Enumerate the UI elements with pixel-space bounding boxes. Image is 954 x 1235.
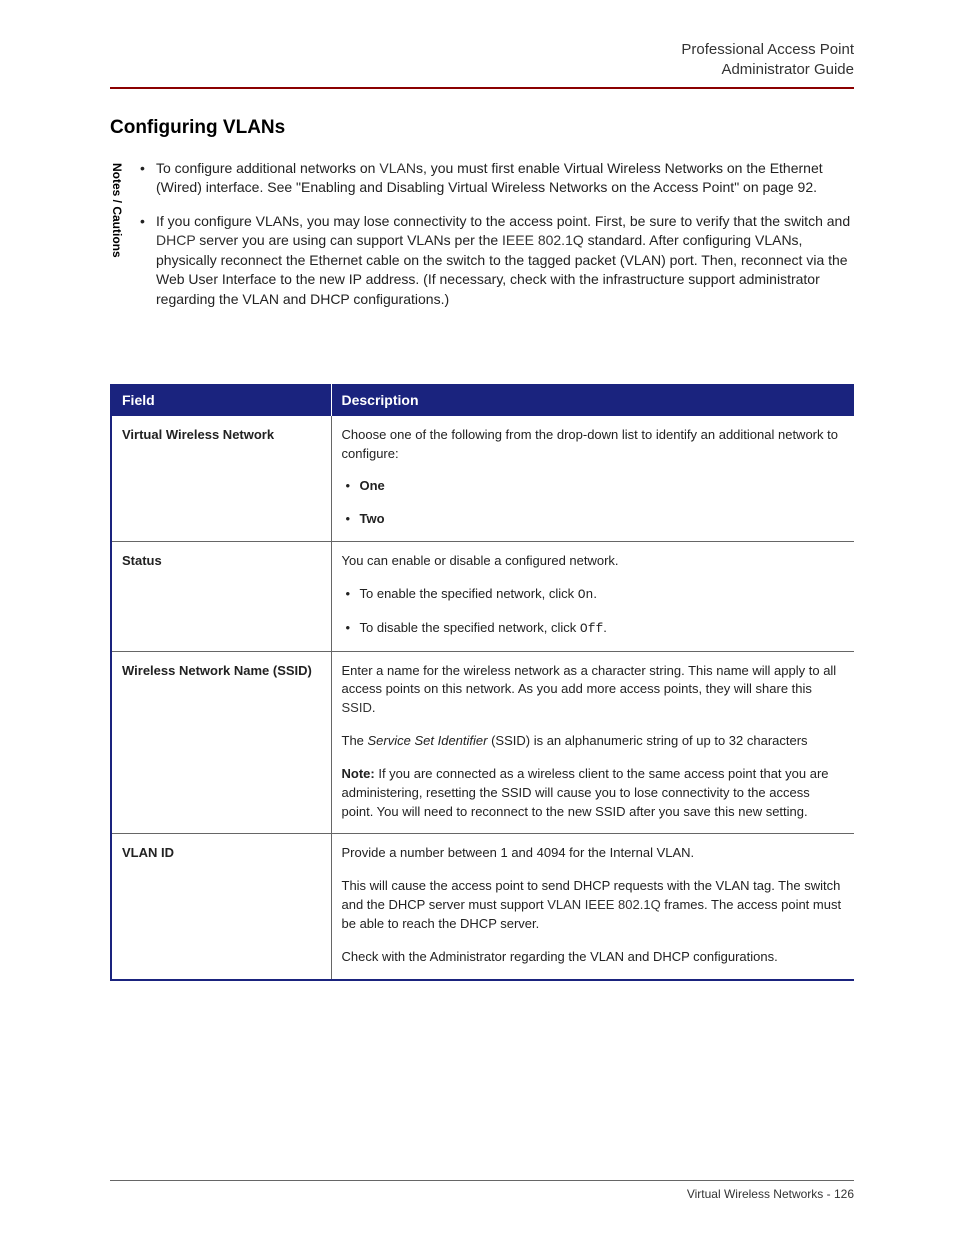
status-disable-post: . <box>603 620 607 635</box>
field-name-vwn: Virtual Wireless Network <box>111 416 331 542</box>
notes-list: To configure additional networks on VLAN… <box>134 159 854 324</box>
table-header-row: Field Description <box>111 384 854 416</box>
note-1-text-pre: To configure additional networks on <box>156 160 379 176</box>
list-item: To enable the specified network, click O… <box>342 585 845 605</box>
page-body: Professional Access Point Administrator … <box>0 0 954 981</box>
col-header-description: Description <box>331 384 854 416</box>
vlan-link-2: VLAN <box>547 897 581 912</box>
vlan-link: VLAN <box>379 160 416 176</box>
footer-text: Virtual Wireless Networks - 126 <box>687 1187 854 1201</box>
vlanid-p2: This will cause the access point to send… <box>342 877 845 934</box>
ssid-p2-pre: The <box>342 733 368 748</box>
ssid-p2: The Service Set Identifier (SSID) is an … <box>342 732 845 751</box>
field-name-vlanid: VLAN ID <box>111 834 331 980</box>
header-line-2: Administrator Guide <box>110 60 854 80</box>
field-desc-vwn: Choose one of the following from the dro… <box>331 416 854 542</box>
header-line-1: Professional Access Point <box>110 40 854 60</box>
ieee-8021q-link-2: 802.1Q <box>618 897 661 912</box>
note-item-2: If you configure VLANs, you may lose con… <box>134 212 854 310</box>
ssid-note-text: If you are connected as a wireless clien… <box>342 766 829 819</box>
table-row: Status You can enable or disable a confi… <box>111 542 854 652</box>
table-row: VLAN ID Provide a number between 1 and 4… <box>111 834 854 980</box>
notes-cautions-label: Notes / Cautions <box>110 159 124 258</box>
vlanid-p3: Check with the Administrator regarding t… <box>342 948 845 967</box>
status-enable-pre: To enable the specified network, click <box>360 586 578 601</box>
ssid-p2-italic: Service Set Identifier <box>368 733 488 748</box>
table-row: Wireless Network Name (SSID) Enter a nam… <box>111 651 854 834</box>
note-2-mid: server you are using can support VLANs p… <box>195 232 502 248</box>
field-name-ssid: Wireless Network Name (SSID) <box>111 651 331 834</box>
list-item: One <box>342 477 845 496</box>
col-header-field: Field <box>111 384 331 416</box>
table-row: Virtual Wireless Network Choose one of t… <box>111 416 854 542</box>
status-disable-value: Off <box>580 621 603 636</box>
ssid-p3: Note: If you are connected as a wireless… <box>342 765 845 822</box>
ssid-p1-pre: Enter a name for the wireless network as… <box>342 663 837 697</box>
vwn-intro: Choose one of the following from the dro… <box>342 426 845 464</box>
field-description-table: Field Description Virtual Wireless Netwo… <box>110 384 854 981</box>
page-footer: Virtual Wireless Networks - 126 <box>110 1180 854 1201</box>
status-enable-value: On <box>578 587 594 602</box>
notes-cautions-block: Notes / Cautions To configure additional… <box>110 159 854 324</box>
doc-header: Professional Access Point Administrator … <box>110 40 854 89</box>
ieee-8021q-link: 802.1Q <box>538 232 584 248</box>
ieee-link: IEEE <box>502 232 534 248</box>
list-item: Two <box>342 510 845 529</box>
status-disable-pre: To disable the specified network, click <box>360 620 580 635</box>
ssid-link: SSID <box>342 700 372 715</box>
list-item: To disable the specified network, click … <box>342 619 845 639</box>
note-2-text-pre: If you configure VLANs, you may lose con… <box>156 213 850 229</box>
status-enable-post: . <box>593 586 597 601</box>
ssid-p1: Enter a name for the wireless network as… <box>342 662 845 719</box>
field-desc-status: You can enable or disable a configured n… <box>331 542 854 652</box>
field-desc-vlanid: Provide a number between 1 and 4094 for … <box>331 834 854 980</box>
note-item-1: To configure additional networks on VLAN… <box>134 159 854 198</box>
field-name-status: Status <box>111 542 331 652</box>
section-title: Configuring VLANs <box>110 117 854 139</box>
dhcp-link: DHCP <box>156 232 195 248</box>
vlanid-p1: Provide a number between 1 and 4094 for … <box>342 844 845 863</box>
ieee-link-2: IEEE <box>585 897 615 912</box>
status-intro: You can enable or disable a configured n… <box>342 552 845 571</box>
ssid-note-label: Note: <box>342 766 375 781</box>
vwn-option-one: One <box>360 478 385 493</box>
vwn-option-two: Two <box>360 511 385 526</box>
field-desc-ssid: Enter a name for the wireless network as… <box>331 651 854 834</box>
ssid-p2-post: (SSID) is an alphanumeric string of up t… <box>487 733 807 748</box>
ssid-p1-post: . <box>372 700 376 715</box>
